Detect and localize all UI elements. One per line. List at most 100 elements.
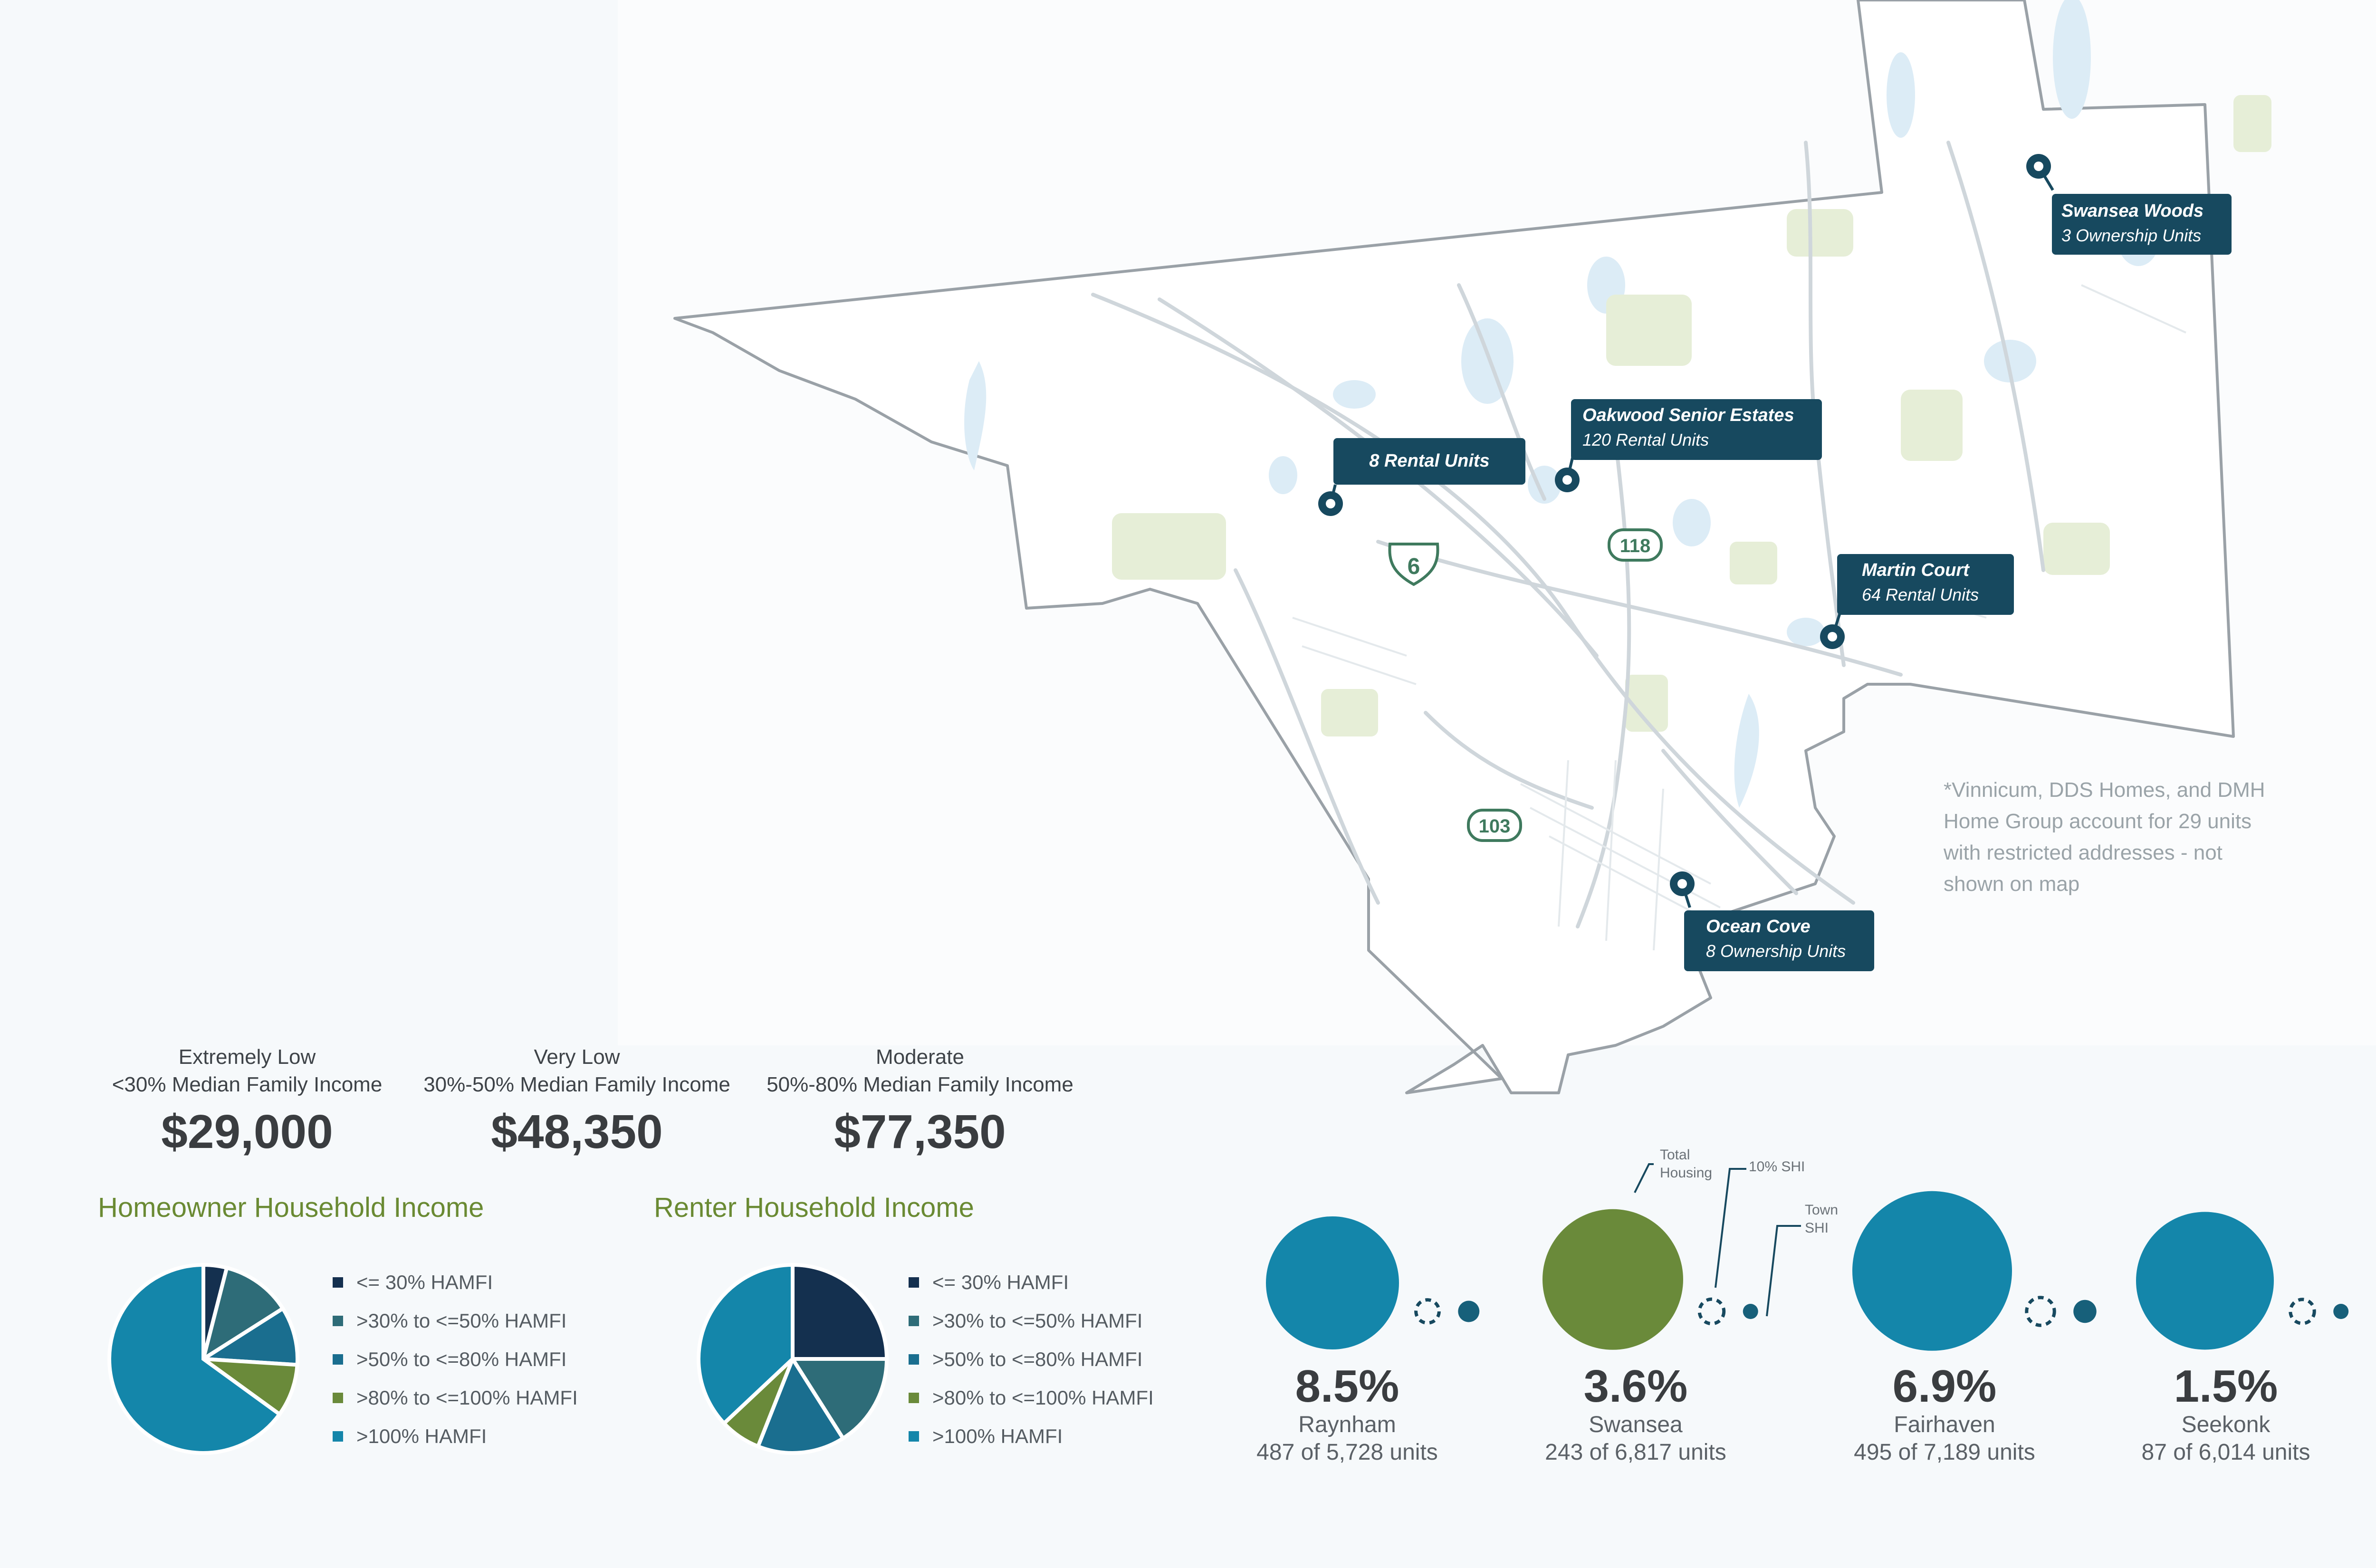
shi-label-seekonk: 1.5% Seekonk 87 of 6,014 units	[2102, 1362, 2349, 1466]
pie-slice	[200, 1265, 286, 1363]
town-map[interactable]: 6 118 103 Swansea Woods 3 Ownership Unit…	[673, 0, 2271, 1094]
legend-label: >100% HAMFI	[356, 1425, 487, 1447]
legend-label: >100% HAMFI	[932, 1425, 1063, 1447]
annotation-town-shi-line1: Town	[1805, 1202, 1838, 1218]
legend-swatch	[909, 1277, 919, 1288]
route-118-shield: 118	[1608, 528, 1663, 562]
total-housing-circle	[2136, 1212, 2274, 1350]
income-amount: $29,000	[161, 1105, 333, 1158]
total-housing-circle	[1542, 1209, 1683, 1350]
legend-swatch	[909, 1431, 919, 1442]
callout-ocean-cove[interactable]: Ocean Cove 8 Ownership Units	[1670, 871, 1874, 971]
pie-slice	[791, 1262, 889, 1361]
shi-town: Fairhaven	[1894, 1412, 1995, 1437]
legend-item: >50% to <=80% HAMFI	[333, 1340, 578, 1378]
pie-slice	[755, 1355, 846, 1455]
income-amount: $77,350	[834, 1105, 1006, 1158]
income-extremely-low: Extremely Low <30% Median Family Income …	[86, 1043, 409, 1165]
shi-label-fairhaven: 6.9% Fairhaven 495 of 7,189 units	[1821, 1362, 2068, 1466]
callout-8-rental-units[interactable]: 8 Rental Units	[1318, 438, 1525, 516]
route-103-label: 103	[1479, 816, 1511, 837]
income-label: Extremely Low	[178, 1045, 316, 1069]
green-spaces	[1112, 95, 2271, 736]
legend-label: <= 30% HAMFI	[356, 1271, 493, 1293]
legend-label: >50% to <=80% HAMFI	[356, 1348, 567, 1370]
callout-oakwood-senior-estates[interactable]: Oakwood Senior Estates 120 Rental Units	[1555, 399, 1822, 492]
callout-title: Swansea Woods	[2061, 201, 2204, 221]
renter-legend: <= 30% HAMFI >30% to <=50% HAMFI >50% to…	[909, 1263, 1154, 1455]
legend-swatch	[333, 1315, 343, 1326]
route-6-label: 6	[1408, 554, 1420, 579]
legend-item: >100% HAMFI	[333, 1417, 578, 1455]
route-118-label: 118	[1620, 535, 1651, 556]
ten-percent-shi-circle	[1414, 1298, 1441, 1325]
town-shi-circle	[1743, 1304, 1758, 1319]
route-103-shield: 103	[1467, 809, 1522, 842]
legend-item: <= 30% HAMFI	[909, 1263, 1154, 1301]
shi-label-swansea: 3.6% Swansea 243 of 6,817 units	[1512, 1362, 1759, 1466]
legend-label: >30% to <=50% HAMFI	[356, 1309, 567, 1332]
total-housing-circle	[1852, 1191, 2012, 1351]
homeowner-legend: <= 30% HAMFI >30% to <=50% HAMFI >50% to…	[333, 1263, 578, 1455]
shi-bubble-groups	[1266, 1191, 2349, 1351]
route-6-shield: 6	[1388, 543, 1439, 586]
legend-item: >30% to <=50% HAMFI	[909, 1301, 1154, 1340]
callout-martin-court[interactable]: Martin Court 64 Rental Units	[1820, 554, 2014, 649]
callout-subtitle: 3 Ownership Units	[2061, 226, 2201, 245]
shi-town: Swansea	[1589, 1412, 1683, 1437]
income-label: Very Low	[534, 1045, 620, 1069]
pie-slice	[197, 1306, 299, 1367]
shi-town: Raynham	[1298, 1412, 1396, 1437]
legend-swatch	[909, 1392, 919, 1403]
town-shi-circle	[1458, 1300, 1480, 1322]
callout-title: Martin Court	[1862, 560, 1970, 580]
income-range: <30% Median Family Income	[112, 1073, 383, 1096]
renter-chart-title: Renter Household Income	[654, 1192, 974, 1223]
legend-swatch	[333, 1277, 343, 1288]
callout-subtitle: 8 Ownership Units	[1706, 941, 1846, 961]
legend-label: >80% to <=100% HAMFI	[356, 1386, 578, 1409]
homeowner-chart-title: Homeowner Household Income	[98, 1192, 484, 1223]
legend-item: >80% to <=100% HAMFI	[333, 1378, 578, 1417]
annotation-town-shi-line2: SHI	[1805, 1220, 1829, 1236]
annotation-total-housing-line1: Total	[1660, 1147, 1690, 1163]
legend-item: >100% HAMFI	[909, 1417, 1154, 1455]
map-note: *Vinnicum, DDS Homes, and DMH Home Group…	[1944, 778, 2265, 896]
callout-title: Ocean Cove	[1706, 917, 1811, 937]
legend-swatch	[909, 1354, 919, 1365]
legend-label: >80% to <=100% HAMFI	[932, 1386, 1154, 1409]
legend-item: <= 30% HAMFI	[333, 1263, 578, 1301]
income-range: 30%-50% Median Family Income	[423, 1073, 730, 1096]
shi-units: 495 of 7,189 units	[1854, 1440, 2035, 1465]
legend-item: >50% to <=80% HAMFI	[909, 1340, 1154, 1378]
shi-label-raynham: 8.5% Raynham 487 of 5,728 units	[1224, 1362, 1471, 1466]
callout-swansea-woods[interactable]: Swansea Woods 3 Ownership Units	[2026, 154, 2232, 255]
renter-pie-chart	[696, 1262, 889, 1455]
income-moderate: Moderate 50%-80% Median Family Income $7…	[758, 1043, 1082, 1165]
annotation-ten-pct: 10% SHI	[1749, 1159, 1805, 1175]
income-label: Moderate	[876, 1045, 964, 1069]
legend-label: >50% to <=80% HAMFI	[932, 1348, 1143, 1370]
ten-percent-shi-circle	[1697, 1297, 1726, 1326]
shi-units: 87 of 6,014 units	[2141, 1440, 2310, 1465]
legend-item: >30% to <=50% HAMFI	[333, 1301, 578, 1340]
legend-label: >30% to <=50% HAMFI	[932, 1309, 1143, 1332]
homeowner-pie-chart	[107, 1262, 299, 1455]
callout-title: 8 Rental Units	[1369, 451, 1489, 471]
shi-percent: 8.5%	[1295, 1361, 1399, 1412]
shi-percent: 6.9%	[1892, 1361, 1997, 1412]
shi-units: 243 of 6,817 units	[1545, 1440, 1726, 1465]
total-housing-circle	[1266, 1216, 1399, 1349]
callout-title: Oakwood Senior Estates	[1582, 405, 1794, 425]
ten-percent-shi-circle	[2289, 1298, 2316, 1325]
callout-subtitle: 64 Rental Units	[1862, 585, 1979, 604]
callout-subtitle: 120 Rental Units	[1582, 430, 1709, 449]
town-shi-circle	[2333, 1304, 2349, 1319]
legend-swatch	[909, 1315, 919, 1326]
pie-slice	[789, 1357, 889, 1441]
pie-slice	[696, 1262, 795, 1426]
pie-slice	[107, 1262, 282, 1455]
legend-label: <= 30% HAMFI	[932, 1271, 1069, 1293]
income-amount: $48,350	[491, 1105, 663, 1158]
